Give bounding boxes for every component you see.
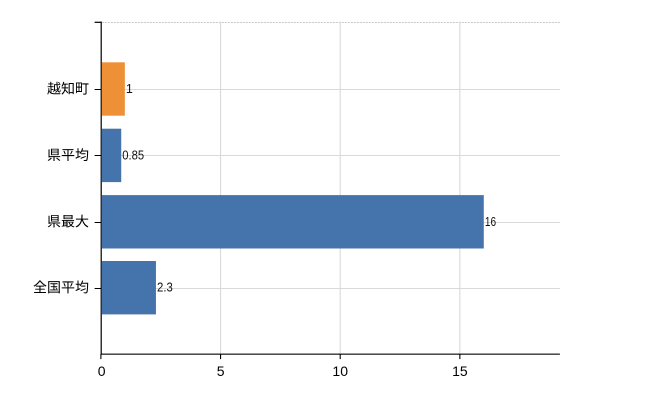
svg-text:15: 15	[452, 363, 468, 379]
svg-text:5: 5	[217, 363, 225, 379]
svg-text:2.3: 2.3	[157, 281, 173, 295]
svg-text:10: 10	[332, 363, 348, 379]
svg-text:0.85: 0.85	[122, 148, 144, 162]
svg-text:1: 1	[126, 82, 133, 96]
svg-text:0: 0	[98, 363, 106, 379]
svg-text:16: 16	[485, 215, 496, 229]
